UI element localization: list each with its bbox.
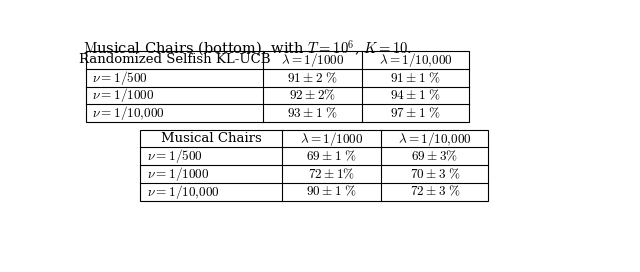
Text: $\nu = 1/10{,}000$: $\nu = 1/10{,}000$ <box>92 104 165 122</box>
Bar <box>140 130 488 200</box>
Text: $\lambda = 1/10{,}000$: $\lambda = 1/10{,}000$ <box>379 51 452 69</box>
Text: $69 \pm 3\%$: $69 \pm 3\%$ <box>412 149 458 163</box>
Text: $\mathrm{M}$usical Chairs (bottom), with $T = 10^6$, $K = 10$.: $\mathrm{M}$usical Chairs (bottom), with… <box>83 39 412 58</box>
Text: $92 \pm 2\%$: $92 \pm 2\%$ <box>289 88 336 103</box>
Text: $72 \pm 3\ \%$: $72 \pm 3\ \%$ <box>410 184 460 199</box>
Text: $\nu = 1/500$: $\nu = 1/500$ <box>147 147 202 165</box>
Text: $90 \pm 1\ \%$: $90 \pm 1\ \%$ <box>307 184 357 199</box>
Text: $\lambda = 1/10{,}000$: $\lambda = 1/10{,}000$ <box>398 129 472 147</box>
Text: $70 \pm 3\ \%$: $70 \pm 3\ \%$ <box>410 167 460 181</box>
Text: $\nu = 1/10{,}000$: $\nu = 1/10{,}000$ <box>147 183 220 201</box>
Text: $\nu = 1/500$: $\nu = 1/500$ <box>92 69 148 87</box>
Text: $91 \pm 1\ \%$: $91 \pm 1\ \%$ <box>390 70 441 85</box>
Text: $72 \pm 1\%$: $72 \pm 1\%$ <box>308 167 355 181</box>
Text: $\lambda = 1/1000$: $\lambda = 1/1000$ <box>281 51 344 69</box>
Text: Musical Chairs: Musical Chairs <box>161 132 262 145</box>
Text: $91 \pm 2\ \%$: $91 \pm 2\ \%$ <box>287 70 338 85</box>
Text: $\nu = 1/1000$: $\nu = 1/1000$ <box>147 165 209 183</box>
Text: $69 \pm 1\ \%$: $69 \pm 1\ \%$ <box>307 149 357 163</box>
Text: Randomized Selfish KL-UCB: Randomized Selfish KL-UCB <box>79 54 270 66</box>
Text: $93 \pm 1\ \%$: $93 \pm 1\ \%$ <box>287 106 338 120</box>
Text: $\nu = 1/1000$: $\nu = 1/1000$ <box>92 86 155 104</box>
Text: $\lambda = 1/1000$: $\lambda = 1/1000$ <box>300 129 364 147</box>
Text: $94 \pm 1\ \%$: $94 \pm 1\ \%$ <box>390 88 441 103</box>
Bar <box>86 51 469 122</box>
Text: $97 \pm 1\ \%$: $97 \pm 1\ \%$ <box>390 106 441 120</box>
